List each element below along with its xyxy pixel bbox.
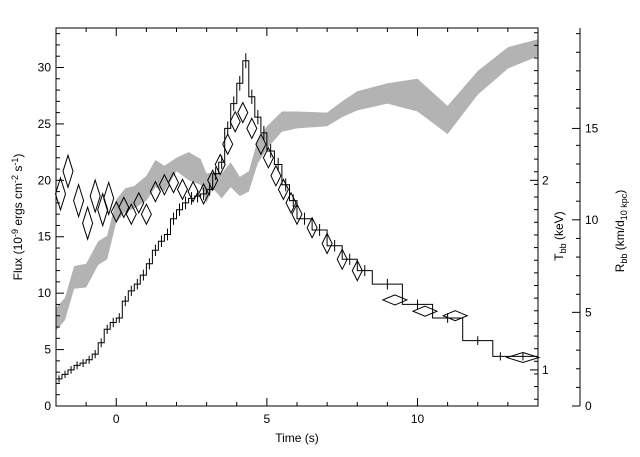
x-tick-label: 5 <box>264 412 271 426</box>
y-axis-label-left: Flux (10-9 ergs cm-2 s-1) <box>10 154 25 281</box>
diamond-point <box>381 294 409 306</box>
diamond-point <box>118 196 130 219</box>
diamond-point <box>167 171 180 194</box>
y-tick-label: 10 <box>38 286 52 300</box>
temperature-band <box>56 39 538 331</box>
diamond-point <box>176 178 189 201</box>
diamond-point <box>285 191 297 215</box>
diamond-point <box>505 351 541 364</box>
diamond-point <box>198 182 210 206</box>
diamond-point <box>133 191 145 215</box>
diamond-point <box>441 310 469 322</box>
temperature-tick-label: 1 <box>542 363 549 377</box>
diamond-point <box>262 146 274 169</box>
diamond-point <box>237 101 249 124</box>
diamond-point <box>187 180 199 203</box>
diamond-point <box>351 259 363 282</box>
y-axis-label-radius: Rbb (km/d10 kpc) <box>613 190 629 273</box>
diamond-point <box>411 305 439 317</box>
diamond-point <box>277 178 289 201</box>
diamond-point <box>82 205 94 241</box>
y-tick-label: 20 <box>38 173 52 187</box>
y-tick-label: 0 <box>44 399 51 413</box>
x-tick-label: 10 <box>411 412 425 426</box>
diamond-point <box>270 164 282 187</box>
y-axis-label-temperature: Tbb (keV) <box>552 211 568 260</box>
flux-step-series <box>56 53 538 383</box>
diamond-point <box>321 232 333 255</box>
diamond-point <box>125 203 137 226</box>
x-axis-label: Time (s) <box>275 431 319 445</box>
diamond-point <box>207 169 219 192</box>
diamond-point <box>140 203 152 226</box>
diamond-point <box>54 176 67 212</box>
band-area <box>56 39 538 331</box>
diamond-point <box>229 110 241 133</box>
diamond-point <box>336 248 348 271</box>
temperature-tick-label: 2 <box>542 173 549 187</box>
diamond-point <box>73 182 85 219</box>
diamond-point <box>246 117 258 140</box>
radius-tick-label: 10 <box>585 213 599 227</box>
radius-diamond-series <box>54 101 541 364</box>
axis-labels: Time (s) Flux (10-9 ergs cm-2 s-1) Tbb (… <box>10 154 629 445</box>
radius-tick-label: 0 <box>585 399 592 413</box>
radius-tick-label: 15 <box>585 121 599 135</box>
diamond-point <box>214 153 226 176</box>
y-tick-label: 25 <box>38 117 52 131</box>
step-line <box>56 60 538 380</box>
diamond-point <box>222 133 234 156</box>
diamond-point <box>306 216 318 239</box>
diamond-point <box>158 173 170 196</box>
y-tick-label: 5 <box>44 343 51 357</box>
diamond-point <box>291 203 303 226</box>
x-tick-label: 0 <box>113 412 120 426</box>
diamond-point <box>149 180 161 203</box>
diamond-point <box>89 178 101 214</box>
diamond-point <box>255 133 267 156</box>
diamond-point <box>103 180 115 217</box>
y-tick-label: 30 <box>38 60 52 74</box>
y-tick-label: 15 <box>38 230 52 244</box>
diamond-point <box>62 153 74 189</box>
radius-tick-label: 5 <box>585 305 592 319</box>
